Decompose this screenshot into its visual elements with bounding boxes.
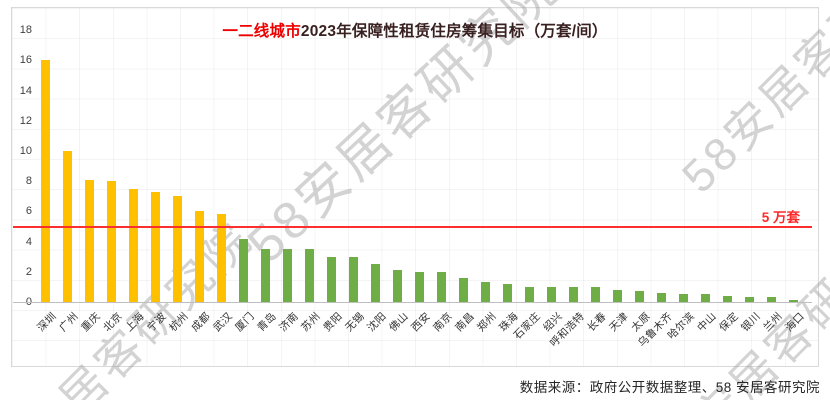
bar-无锡 — [348, 256, 358, 302]
bar-宁波 — [150, 191, 160, 302]
bar-济南 — [282, 249, 292, 302]
bar-成都 — [194, 211, 204, 302]
chart-title-rest: 2023年保障性租赁住房筹集目标（万套/间） — [300, 23, 608, 40]
bar-哈尔滨 — [678, 294, 688, 302]
y-tick-label: 14 — [19, 84, 32, 97]
bar-武汉 — [216, 214, 226, 302]
bar-贵阳 — [326, 256, 336, 302]
source-note: 数据来源：政府公开数据整理、58 安居客研究院 — [519, 380, 820, 395]
bar-天津 — [612, 289, 622, 302]
bar-乌鲁木齐 — [656, 292, 666, 302]
bar-郑州 — [480, 282, 490, 302]
bar-西安 — [414, 271, 424, 302]
bar-中山 — [700, 294, 710, 302]
y-tick-label: 16 — [19, 54, 32, 67]
y-tick-label: 18 — [19, 24, 32, 37]
bar-苏州 — [304, 249, 314, 302]
bar-太原 — [634, 291, 644, 302]
bar-长春 — [590, 286, 600, 302]
bar-青岛 — [260, 249, 270, 302]
bar-深圳 — [40, 60, 50, 302]
bar-上海 — [128, 188, 138, 302]
bar-厦门 — [238, 238, 248, 302]
y-tick-label: 2 — [25, 265, 32, 278]
bar-石家庄 — [524, 286, 534, 302]
y-tick-label: 6 — [25, 205, 32, 218]
bar-南京 — [436, 271, 446, 302]
y-tick-label: 12 — [19, 114, 32, 127]
bar-兰州 — [766, 297, 776, 302]
y-tick-label: 8 — [25, 175, 32, 188]
y-tick-label: 10 — [19, 145, 32, 157]
bar-南昌 — [458, 277, 468, 302]
bar-呼和浩特 — [568, 286, 578, 302]
bar-保定 — [722, 295, 732, 302]
bar-杭州 — [172, 196, 182, 302]
reference-line — [13, 225, 812, 228]
bar-海口 — [788, 300, 798, 302]
plot-frame — [11, 7, 819, 367]
bar-北京 — [106, 181, 116, 302]
bar-佛山 — [392, 270, 402, 302]
x-axis-line — [13, 302, 812, 303]
bar-重庆 — [84, 179, 94, 302]
bar-绍兴 — [546, 286, 556, 302]
y-tick-label: 4 — [25, 235, 32, 248]
bar-珠海 — [502, 283, 512, 302]
bar-沈阳 — [370, 264, 380, 302]
bar-银川 — [744, 297, 754, 302]
reference-line-label: 5 万套 — [761, 209, 800, 225]
chart-title-highlight: 一二线城市 — [222, 23, 301, 40]
chart-title: 一二线城市2023年保障性租赁住房筹集目标（万套/间） — [0, 19, 830, 41]
